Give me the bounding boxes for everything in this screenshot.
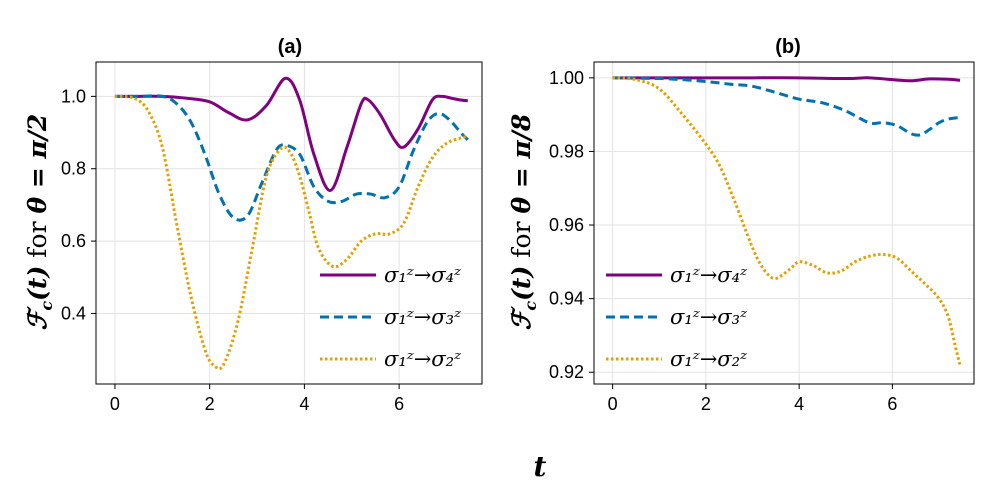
y-tick-label: 1.0 bbox=[61, 86, 86, 106]
y-tick-label: 0.96 bbox=[549, 215, 584, 235]
panel-a-title: (a) bbox=[278, 36, 302, 58]
x-tick-label: 0 bbox=[608, 394, 618, 414]
panel-a-ylabel-arg: (t) bbox=[23, 266, 52, 301]
panel-b-series-line-1 bbox=[612, 76, 961, 83]
x-axis-label: t bbox=[534, 450, 547, 483]
panel-b: (b) ℱc(t) for θ = π/8 0 2 4 6 0.92 0.94 0.96 0.… bbox=[507, 36, 975, 414]
panel-a-ylabel-sub: c bbox=[37, 301, 56, 311]
x-tick-label: 6 bbox=[887, 394, 897, 414]
panel-b-ylabel-arg: (t) bbox=[507, 266, 536, 301]
y-tick-label: 0.8 bbox=[61, 159, 86, 179]
y-tick-label: 0.98 bbox=[549, 141, 584, 161]
panel-b-ylabel: ℱc(t) for θ = π/8 bbox=[507, 114, 540, 331]
panel-a-frame bbox=[95, 61, 483, 385]
panel-b-ylabel-sub: c bbox=[521, 301, 540, 311]
x-tick-label: 4 bbox=[299, 394, 309, 414]
panel-a-ylabel-for: for bbox=[23, 214, 52, 266]
panel-a-legend: σ₁ᶻ→σ₄ᶻ σ₁ᶻ→σ₃ᶻ σ₁ᶻ→σ₂ᶻ bbox=[320, 263, 462, 371]
x-tick-label: 4 bbox=[794, 394, 804, 414]
panel-b-grid bbox=[594, 62, 974, 384]
panel-b-frame bbox=[593, 61, 975, 385]
legend-label-3: σ₁ᶻ→σ₂ᶻ bbox=[384, 347, 462, 371]
panel-a-series bbox=[114, 76, 469, 371]
x-tick-label: 6 bbox=[394, 394, 404, 414]
panel-b-title: (b) bbox=[775, 36, 801, 58]
panel-b-legend: σ₁ᶻ→σ₄ᶻ σ₁ᶻ→σ₃ᶻ σ₁ᶻ→σ₂ᶻ bbox=[606, 263, 748, 371]
panel-b-series-line-2 bbox=[612, 76, 961, 137]
y-tick-label: 0.4 bbox=[61, 303, 86, 323]
x-tick-label: 2 bbox=[205, 394, 215, 414]
panel-b-ylabel-theta: θ = π/8 bbox=[507, 114, 536, 214]
panel-b-series-line-3 bbox=[612, 76, 962, 366]
panel-a-series-line-3 bbox=[114, 94, 469, 371]
panel-b-ylabel-for: for bbox=[507, 214, 536, 266]
legend-label-1: σ₁ᶻ→σ₄ᶻ bbox=[670, 263, 748, 287]
panel-a-ylabel-theta: θ = π/2 bbox=[23, 114, 52, 214]
panel-a-grid bbox=[96, 62, 482, 384]
legend-label-1: σ₁ᶻ→σ₄ᶻ bbox=[384, 263, 462, 287]
panel-a-series-line-1 bbox=[114, 76, 468, 192]
panel-a-ylabel: ℱc(t) for θ = π/2 bbox=[23, 114, 56, 331]
y-tick-label: 1.00 bbox=[549, 68, 584, 88]
panel-b-series bbox=[612, 76, 962, 366]
legend-label-2: σ₁ᶻ→σ₃ᶻ bbox=[670, 305, 748, 329]
x-tick-label: 0 bbox=[110, 394, 120, 414]
legend-label-3: σ₁ᶻ→σ₂ᶻ bbox=[670, 347, 748, 371]
y-tick-label: 0.92 bbox=[549, 362, 584, 382]
panel-a-series-line-2 bbox=[114, 94, 469, 222]
x-tick-label: 2 bbox=[701, 394, 711, 414]
legend-label-2: σ₁ᶻ→σ₃ᶻ bbox=[384, 305, 462, 329]
y-tick-label: 0.94 bbox=[549, 289, 584, 309]
y-tick-label: 0.6 bbox=[61, 231, 86, 251]
panel-a: (a) ℱc(t) for θ = π/2 0 2 4 6 0.4 0.6 0.8 1.0 σ₁… bbox=[23, 36, 483, 414]
